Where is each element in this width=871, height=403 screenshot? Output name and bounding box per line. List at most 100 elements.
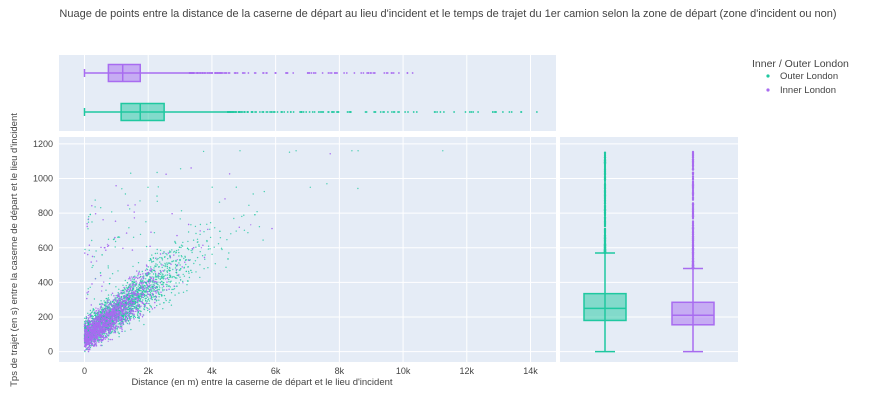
- outlier: [360, 72, 363, 74]
- scatter-point: [109, 302, 111, 304]
- scatter-point: [146, 300, 148, 302]
- scatter-point: [200, 247, 203, 249]
- scatter-point: [115, 321, 118, 324]
- scatter-point: [122, 284, 124, 286]
- scatter-point: [183, 257, 185, 260]
- scatter-point: [191, 249, 194, 251]
- scatter-point: [86, 292, 88, 294]
- scatter-point: [309, 186, 311, 188]
- scatter-point: [198, 244, 200, 246]
- outlier: [193, 72, 196, 74]
- scatter-point: [131, 305, 133, 307]
- scatter-point: [155, 290, 157, 293]
- scatter-point: [156, 248, 158, 251]
- scatter-point: [103, 281, 105, 283]
- scatter-point: [139, 273, 142, 276]
- scatter-point: [139, 294, 141, 296]
- scatter-point: [155, 275, 157, 278]
- scatter-point: [160, 263, 162, 265]
- scatter-point: [175, 242, 177, 244]
- outlier: [335, 72, 338, 74]
- scatter-point: [117, 325, 119, 328]
- scatter-point: [125, 285, 127, 287]
- scatter-point: [111, 308, 113, 311]
- outlier: [353, 72, 356, 74]
- scatter-point: [132, 288, 135, 290]
- scatter-point: [148, 298, 150, 300]
- scatter-point: [95, 260, 98, 262]
- outlier: [224, 72, 227, 74]
- scatter-point: [105, 297, 107, 300]
- scatter-point: [137, 299, 139, 301]
- scatter-point: [133, 211, 135, 213]
- scatter-point: [180, 246, 182, 249]
- outlier: [214, 72, 217, 74]
- scatter-point: [101, 254, 103, 256]
- scatter-point: [196, 238, 199, 240]
- scatter-point: [133, 286, 135, 288]
- scatter-point: [126, 282, 129, 284]
- scatter-point: [87, 218, 90, 220]
- scatter-point: [163, 251, 165, 253]
- scatter-point: [185, 270, 187, 273]
- scatter-point: [95, 318, 98, 320]
- outlier: [313, 111, 316, 113]
- scatter-point: [256, 211, 258, 213]
- scatter-point: [165, 283, 167, 286]
- scatter-point: [155, 257, 157, 259]
- outlier: [317, 111, 320, 113]
- scatter-point: [172, 268, 174, 271]
- scatter-point: [121, 315, 124, 317]
- scatter-point: [176, 277, 178, 279]
- scatter-point: [144, 269, 147, 271]
- scatter-point: [91, 255, 94, 258]
- outlier: [236, 72, 239, 74]
- outlier: [336, 111, 339, 113]
- scatter-point: [101, 310, 104, 313]
- scatter-point: [158, 296, 160, 298]
- scatter-point: [83, 317, 86, 319]
- scatter-point: [159, 293, 161, 296]
- scatter-point: [214, 263, 216, 265]
- scatter-point: [199, 251, 201, 253]
- scatter-point: [151, 261, 153, 263]
- scatter-point: [93, 312, 96, 314]
- scatter-point: [147, 288, 150, 290]
- scatter-point: [86, 297, 88, 300]
- scatter-point: [113, 238, 116, 240]
- scatter-point: [178, 292, 180, 294]
- scatter-point: [87, 293, 89, 296]
- scatter-point: [128, 292, 131, 294]
- scatter-point: [168, 266, 171, 269]
- scatter-point: [84, 349, 86, 352]
- scatter-point: [139, 307, 141, 309]
- scatter-point: [87, 253, 89, 256]
- scatter-point: [93, 298, 96, 300]
- scatter-point: [150, 288, 153, 290]
- scatter-point: [150, 259, 152, 261]
- outlier: [411, 72, 414, 74]
- scatter-point: [128, 319, 130, 322]
- scatter-point: [252, 193, 254, 195]
- scatter-point: [185, 263, 187, 266]
- outlier: [398, 111, 400, 113]
- outlier: [199, 72, 202, 74]
- scatter-point: [138, 288, 141, 290]
- outlier: [477, 111, 479, 113]
- outlier: [406, 72, 409, 74]
- scatter-point: [111, 316, 114, 318]
- scatter-point: [128, 323, 130, 325]
- scatter-point: [137, 314, 139, 317]
- scatter-point: [188, 259, 191, 262]
- scatter-point: [161, 281, 163, 283]
- scatter-point: [97, 308, 99, 310]
- scatter-point: [239, 150, 241, 152]
- scatter-point: [150, 266, 152, 268]
- scatter-point: [146, 273, 149, 276]
- scatter-point: [151, 297, 153, 299]
- outlier: [196, 72, 199, 74]
- scatter-point: [131, 296, 134, 298]
- scatter-point: [85, 321, 87, 324]
- scatter-point: [219, 237, 222, 239]
- scatter-point: [85, 320, 87, 322]
